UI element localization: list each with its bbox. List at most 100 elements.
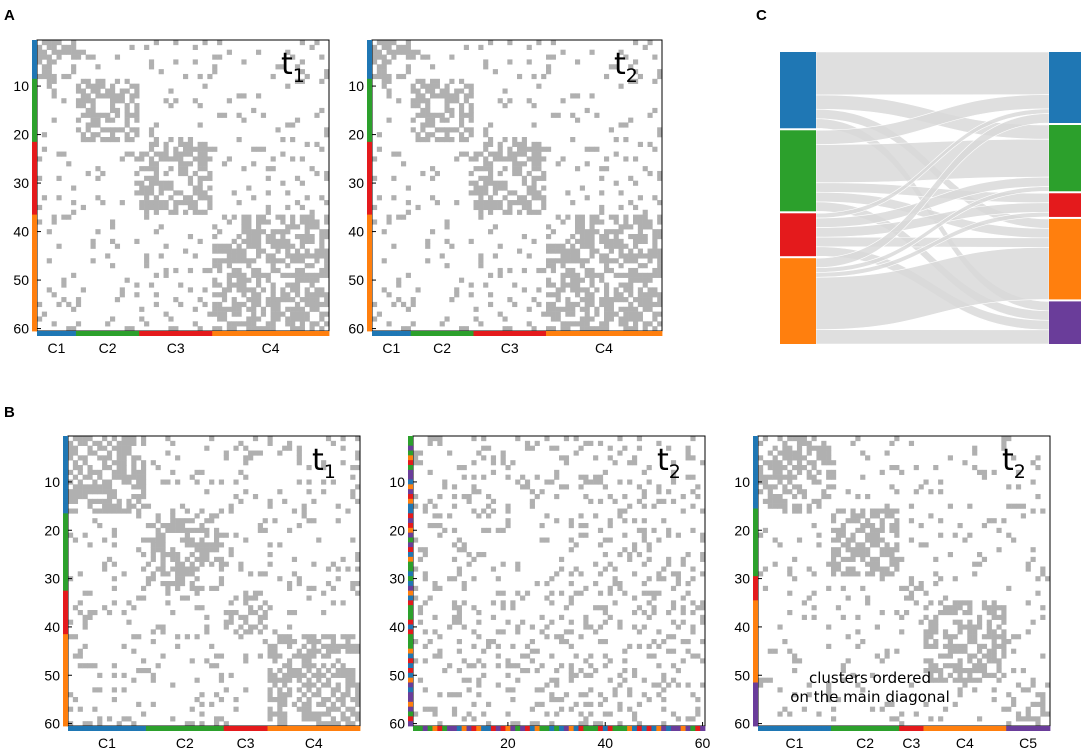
cluster-strip-bottom bbox=[184, 726, 191, 731]
flow-link bbox=[815, 186, 1050, 273]
cluster-strip-left bbox=[367, 282, 372, 288]
cluster-strip-bottom bbox=[136, 726, 142, 731]
cluster-strip-bottom bbox=[243, 726, 249, 731]
cluster-label: C1 bbox=[786, 735, 804, 751]
cluster-strip-bottom bbox=[874, 726, 881, 731]
cluster-strip-bottom bbox=[845, 726, 851, 731]
cluster-strip-left bbox=[367, 316, 372, 322]
cluster-strip-bottom bbox=[321, 726, 327, 731]
cluster-strip-bottom bbox=[434, 331, 441, 336]
cluster-strip-left bbox=[367, 170, 372, 177]
cluster-strip-bottom bbox=[972, 726, 978, 731]
cluster-strip-left bbox=[753, 503, 758, 509]
cluster-strip-left bbox=[32, 263, 37, 269]
cluster-strip-bottom bbox=[51, 331, 57, 336]
cluster-strip-left bbox=[753, 469, 758, 476]
panel-letter-a: A bbox=[4, 7, 15, 24]
cluster-strip-bottom bbox=[476, 726, 482, 731]
cluster-strip-bottom bbox=[139, 331, 145, 336]
cluster-strip-bottom bbox=[90, 331, 96, 336]
cluster-strip-bottom bbox=[1001, 726, 1007, 731]
cluster-strip-bottom bbox=[92, 726, 98, 731]
cluster-label: C1 bbox=[382, 340, 400, 356]
cluster-strip-left bbox=[753, 610, 758, 616]
cluster-strip-bottom bbox=[212, 331, 218, 336]
cluster-strip-bottom bbox=[410, 331, 416, 336]
cluster-strip-left bbox=[753, 566, 758, 572]
cluster-strip-left bbox=[408, 663, 413, 669]
cluster-strip-bottom bbox=[309, 331, 315, 336]
cluster-strip-bottom bbox=[497, 331, 503, 336]
cluster-strip-bottom bbox=[335, 726, 341, 731]
cluster-strip-bottom bbox=[563, 726, 570, 731]
cluster-strip-bottom bbox=[821, 726, 827, 731]
cluster-strip-bottom bbox=[661, 726, 667, 731]
cluster-strip-left bbox=[32, 122, 37, 128]
cluster-strip-bottom bbox=[116, 726, 122, 731]
cluster-strip-bottom bbox=[584, 331, 590, 336]
cluster-strip-bottom bbox=[816, 726, 822, 731]
cluster-strip-bottom bbox=[675, 726, 682, 731]
cluster-strip-bottom bbox=[252, 726, 259, 731]
cluster-strip-left bbox=[63, 518, 68, 524]
cluster-strip-left bbox=[408, 668, 413, 674]
cluster-strip-left bbox=[32, 156, 37, 162]
cluster-strip-left bbox=[32, 282, 37, 288]
cluster-strip-bottom bbox=[204, 726, 210, 731]
cluster-strip-left bbox=[367, 267, 372, 274]
cluster-strip-bottom bbox=[579, 331, 586, 336]
cluster-strip-left bbox=[408, 455, 413, 461]
cluster-strip-left bbox=[32, 54, 37, 60]
cluster-strip-left bbox=[32, 132, 37, 138]
cluster-strip-left bbox=[753, 643, 758, 650]
cluster-strip-bottom bbox=[251, 331, 257, 336]
cluster-strip-left bbox=[63, 663, 68, 669]
cluster-strip-left bbox=[32, 277, 37, 283]
cluster-strip-left bbox=[32, 64, 37, 70]
cluster-strip-left bbox=[367, 214, 372, 220]
cluster-strip-bottom bbox=[451, 726, 458, 731]
cluster-strip-left bbox=[408, 484, 413, 490]
cluster-label: C5 bbox=[1019, 735, 1037, 751]
cluster-strip-bottom bbox=[478, 331, 484, 336]
cluster-strip-bottom bbox=[777, 726, 783, 731]
cluster-strip-bottom bbox=[85, 331, 91, 336]
cluster-strip-bottom bbox=[126, 726, 132, 731]
cluster-strip-left bbox=[63, 716, 68, 722]
cluster-strip-left bbox=[32, 40, 37, 46]
cluster-strip-left bbox=[408, 518, 413, 524]
cluster-strip-bottom bbox=[613, 331, 619, 336]
y-tick-label: 60 bbox=[348, 321, 364, 337]
cluster-strip-bottom bbox=[325, 726, 332, 731]
cluster-strip-left bbox=[753, 537, 758, 543]
cluster-strip-left bbox=[753, 629, 758, 635]
cluster-strip-left bbox=[32, 93, 37, 99]
cluster-strip-left bbox=[367, 59, 372, 65]
cluster-strip-left bbox=[367, 195, 372, 201]
cluster-strip-left bbox=[32, 219, 37, 225]
cluster-strip-bottom bbox=[262, 726, 268, 731]
cluster-strip-left bbox=[63, 692, 68, 698]
cluster-strip-left bbox=[753, 706, 758, 712]
cluster-strip-left bbox=[63, 542, 68, 548]
cluster-strip-bottom bbox=[340, 726, 346, 731]
cluster-label: C3 bbox=[167, 340, 185, 356]
cluster-strip-left bbox=[63, 701, 68, 708]
cluster-strip-left bbox=[63, 455, 68, 461]
cluster-strip-bottom bbox=[376, 331, 383, 336]
y-tick-label: 10 bbox=[348, 78, 364, 94]
cluster-strip-left bbox=[408, 706, 413, 712]
cluster-strip-left bbox=[408, 474, 413, 480]
cluster-strip-bottom bbox=[46, 331, 52, 336]
cluster-strip-bottom bbox=[114, 331, 121, 336]
cluster-strip-bottom bbox=[507, 331, 513, 336]
cluster-strip-left bbox=[408, 614, 413, 621]
y-tick-label: 20 bbox=[13, 127, 29, 143]
cluster-strip-bottom bbox=[187, 331, 194, 336]
cluster-strip-left bbox=[408, 436, 413, 442]
cluster-strip-left bbox=[753, 605, 758, 611]
cluster-strip-left bbox=[753, 576, 758, 582]
cluster-strip-left bbox=[63, 479, 68, 485]
cluster-strip-left bbox=[408, 648, 413, 654]
cluster-strip-bottom bbox=[71, 331, 77, 336]
